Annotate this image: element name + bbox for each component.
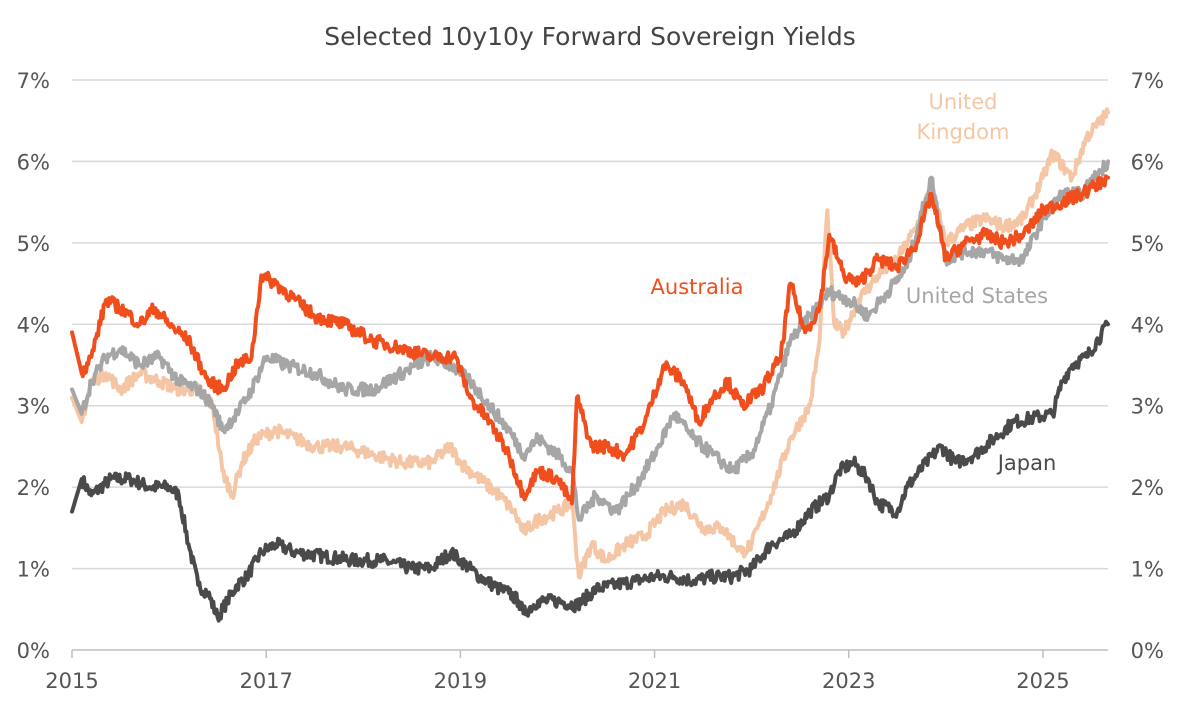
y-tick-right: 3% xyxy=(1131,395,1164,419)
chart-title: Selected 10y10y Forward Sovereign Yields xyxy=(324,22,856,51)
series-label-united-kingdom: United Kingdom xyxy=(917,90,1010,144)
y-tick-left: 4% xyxy=(17,313,50,337)
y-tick-left: 2% xyxy=(17,476,50,500)
series-label-united-states: United States xyxy=(906,284,1048,308)
x-tick-label: 2021 xyxy=(628,669,681,693)
series-line-united-states xyxy=(70,159,1110,522)
y-axis-left: 0% 1% 2% 3% 4% 5% 6% 7% xyxy=(17,69,50,663)
y-tick-right: 0% xyxy=(1131,639,1164,663)
y-tick-left: 7% xyxy=(17,69,50,93)
series-labels: Japan United Kingdom United States Australia xyxy=(651,90,1057,475)
x-tick-label: 2025 xyxy=(1016,669,1069,693)
series-label-australia: Australia xyxy=(651,275,744,299)
y-tick-right: 1% xyxy=(1131,558,1164,582)
y-tick-right: 2% xyxy=(1131,476,1164,500)
series-line-australia xyxy=(70,174,1110,506)
series-group xyxy=(70,107,1110,623)
y-tick-right: 5% xyxy=(1131,232,1164,256)
series-line-japan xyxy=(70,319,1110,623)
x-tick-label: 2015 xyxy=(45,669,98,693)
gridlines xyxy=(72,79,1108,651)
x-tick-label: 2017 xyxy=(239,669,292,693)
y-tick-left: 0% xyxy=(17,639,50,663)
y-axis-right: 0% 1% 2% 3% 4% 5% 6% 7% xyxy=(1131,69,1164,663)
y-tick-left: 1% xyxy=(17,558,50,582)
x-axis: 2015 2017 2019 2021 2023 2025 xyxy=(45,650,1070,693)
y-tick-left: 5% xyxy=(17,232,50,256)
x-tick-label: 2023 xyxy=(822,669,875,693)
y-tick-right: 4% xyxy=(1131,313,1164,337)
series-label-japan: Japan xyxy=(996,451,1057,475)
y-tick-right: 7% xyxy=(1131,69,1164,93)
x-tick-label: 2019 xyxy=(434,669,487,693)
y-tick-left: 6% xyxy=(17,150,50,174)
y-tick-left: 3% xyxy=(17,395,50,419)
y-tick-right: 6% xyxy=(1131,150,1164,174)
